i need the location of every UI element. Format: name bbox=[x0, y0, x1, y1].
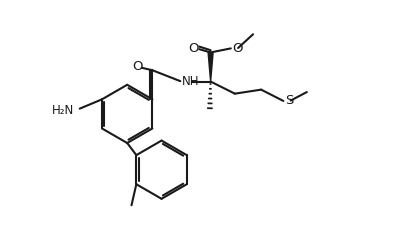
Text: O: O bbox=[132, 61, 142, 73]
Text: NH: NH bbox=[182, 75, 199, 88]
Text: O: O bbox=[233, 42, 243, 55]
Text: O: O bbox=[188, 42, 199, 55]
Text: H₂N: H₂N bbox=[52, 104, 74, 117]
Text: S: S bbox=[285, 94, 293, 107]
Polygon shape bbox=[208, 52, 213, 82]
